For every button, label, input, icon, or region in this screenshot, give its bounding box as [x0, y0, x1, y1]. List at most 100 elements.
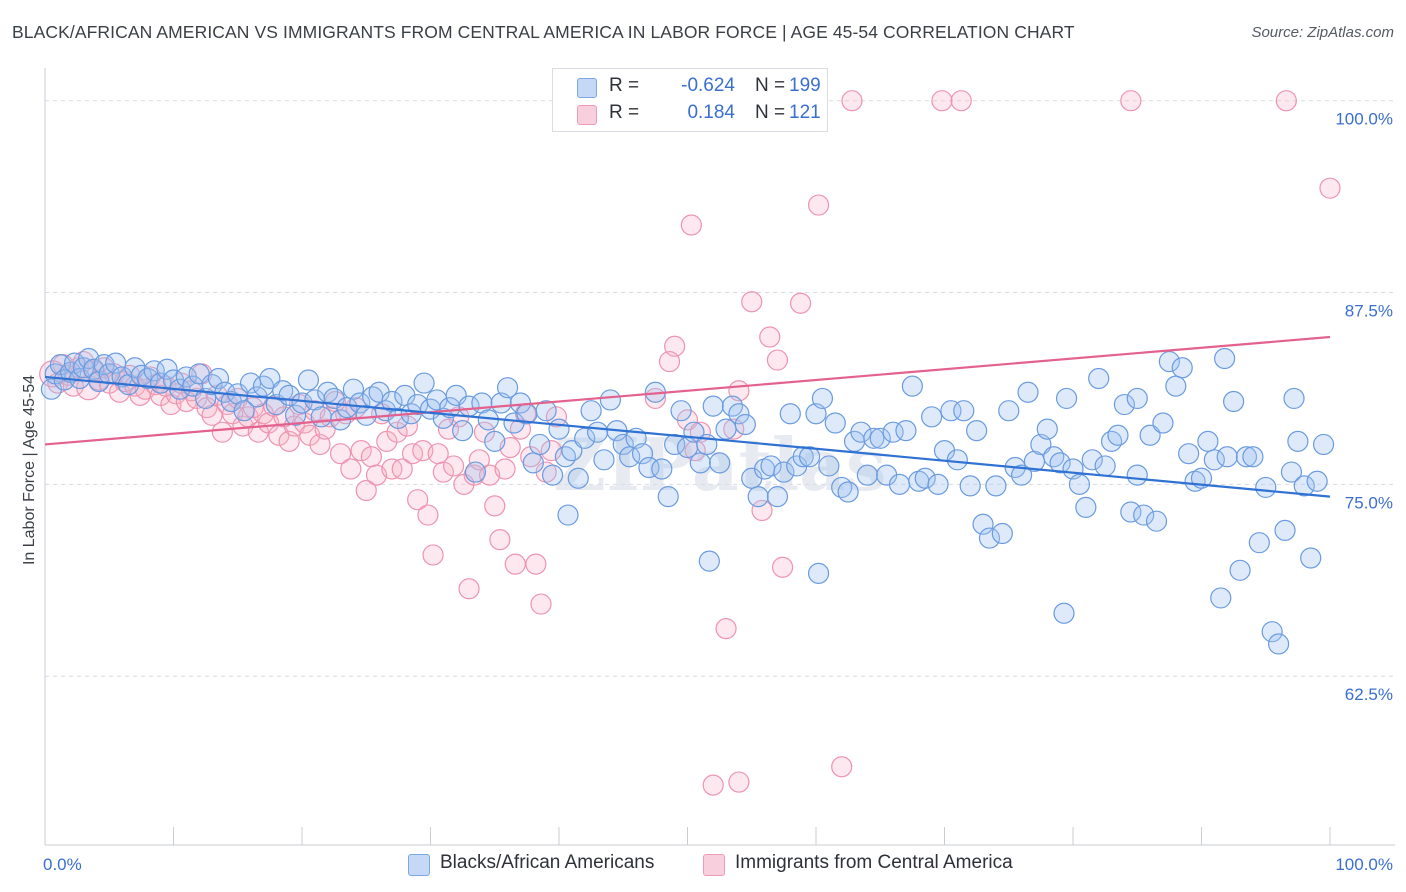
y-tick-label: 87.5%	[1345, 302, 1393, 321]
point-blacks	[1126, 387, 1148, 410]
point-blacks	[599, 389, 622, 411]
point-immigrants	[1319, 177, 1341, 199]
point-blacks	[1242, 446, 1264, 468]
n-value: 121	[789, 102, 821, 123]
point-immigrants	[766, 349, 789, 371]
point-blacks	[484, 430, 506, 452]
point-blacks	[1075, 496, 1097, 518]
point-blacks	[811, 387, 834, 410]
point-blacks	[497, 377, 519, 399]
point-blacks	[1216, 446, 1238, 468]
point-blacks	[1248, 532, 1270, 554]
point-immigrants	[841, 90, 863, 112]
point-immigrants	[1120, 90, 1142, 112]
point-blacks	[978, 527, 1001, 549]
point-blacks	[284, 404, 307, 426]
point-blacks	[807, 562, 830, 584]
point-blacks	[291, 392, 313, 414]
point-blacks	[850, 421, 872, 443]
point-immigrants	[807, 194, 830, 216]
point-blacks	[709, 452, 731, 474]
point-immigrants	[468, 449, 490, 471]
chart-title: BLACK/AFRICAN AMERICAN VS IMMIGRANTS FRO…	[12, 22, 1075, 42]
point-blacks	[985, 475, 1007, 497]
y-tick-label: 75.0%	[1345, 493, 1393, 512]
point-blacks	[657, 486, 679, 508]
point-blacks	[1312, 433, 1335, 456]
point-immigrants	[489, 529, 511, 551]
point-immigrants	[407, 489, 429, 511]
point-blacks	[1126, 464, 1148, 486]
point-immigrants	[396, 415, 418, 437]
point-blacks	[698, 550, 720, 572]
point-blacks	[342, 378, 364, 400]
point-immigrants	[432, 461, 454, 483]
point-blacks	[966, 420, 988, 442]
point-blacks	[702, 395, 724, 417]
point-blacks	[1049, 452, 1071, 474]
point-blacks	[946, 449, 968, 471]
point-blacks	[856, 464, 879, 486]
point-blacks	[464, 461, 487, 483]
point-blacks	[1300, 547, 1322, 569]
point-blacks	[1197, 430, 1219, 452]
point-blacks	[156, 358, 178, 380]
point-blacks	[631, 443, 654, 465]
point-blacks	[1171, 357, 1193, 379]
point-blacks	[1267, 633, 1290, 655]
point-blacks	[728, 403, 750, 425]
point-blacks	[387, 407, 409, 429]
point-blacks	[541, 464, 564, 486]
point-blacks	[548, 418, 570, 440]
point-blacks	[529, 433, 551, 456]
point-blacks	[991, 522, 1013, 545]
point-immigrants	[831, 756, 853, 778]
point-blacks	[869, 427, 891, 449]
point-blacks	[1088, 367, 1110, 390]
point-blacks	[349, 392, 371, 414]
point-blacks	[1113, 393, 1136, 416]
point-blacks	[779, 403, 801, 425]
point-blacks	[773, 461, 795, 483]
point-blacks	[998, 400, 1020, 422]
axes	[44, 68, 1395, 846]
point-blacks	[1280, 461, 1303, 483]
legend-swatch-blacks	[408, 854, 430, 876]
point-blacks	[561, 439, 583, 462]
point-blacks	[1287, 430, 1309, 452]
point-blacks	[1274, 519, 1296, 541]
point-blacks	[1283, 387, 1305, 410]
point-blacks	[1165, 375, 1187, 397]
point-blacks	[1158, 350, 1180, 373]
point-blacks	[1055, 387, 1078, 410]
point-immigrants	[789, 292, 812, 314]
point-blacks	[1293, 475, 1315, 497]
point-blacks	[1094, 455, 1116, 477]
point-blacks	[207, 367, 230, 390]
point-blacks	[760, 455, 782, 477]
point-immigrants	[680, 214, 702, 236]
stats-swatch-immigrants	[577, 105, 597, 125]
point-blacks	[612, 433, 634, 456]
point-immigrants	[340, 458, 362, 480]
point-blacks	[689, 452, 711, 474]
point-blacks	[734, 413, 756, 436]
point-immigrants	[504, 553, 526, 575]
legend-swatch-immigrants	[703, 854, 725, 876]
point-blacks	[895, 420, 917, 442]
point-blacks	[586, 421, 609, 443]
point-blacks	[1081, 449, 1103, 471]
point-blacks	[921, 406, 943, 428]
point-blacks	[1223, 390, 1245, 413]
point-blacks	[259, 367, 281, 390]
point-blacks	[1053, 602, 1075, 624]
n-label: N =	[755, 102, 786, 123]
point-blacks	[557, 504, 579, 526]
point-blacks	[1139, 424, 1161, 446]
point-immigrants	[751, 499, 773, 522]
point-blacks	[953, 400, 975, 422]
point-blacks	[1210, 587, 1232, 609]
point-blacks	[1107, 424, 1129, 446]
point-blacks	[824, 412, 846, 434]
point-blacks	[747, 486, 769, 508]
